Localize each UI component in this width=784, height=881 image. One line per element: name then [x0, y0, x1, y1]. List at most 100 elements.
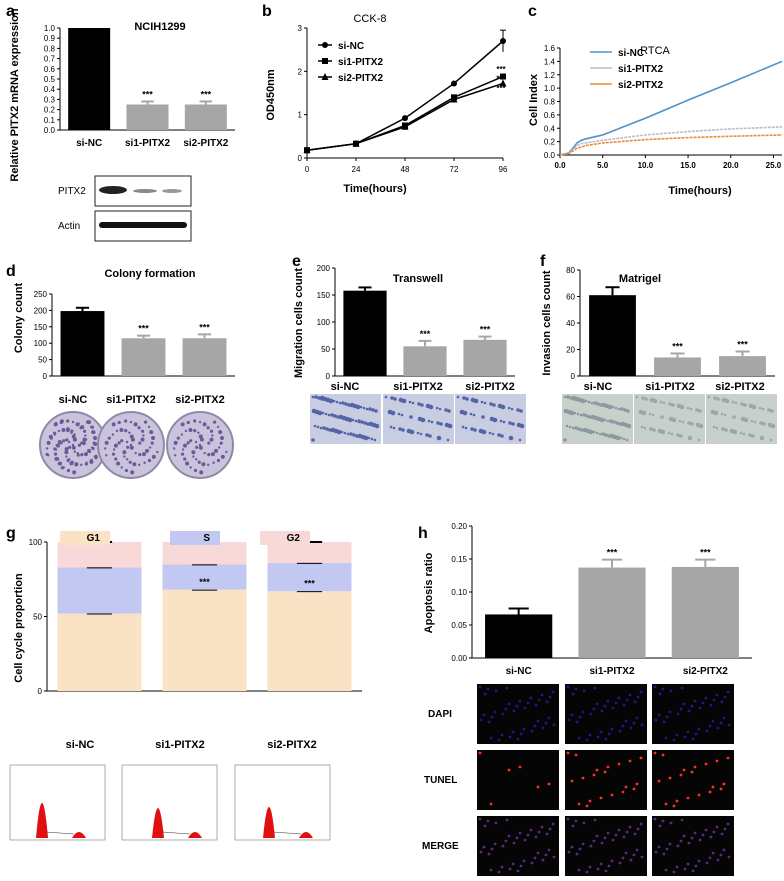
stacked-segment — [162, 564, 247, 590]
colony — [217, 446, 221, 449]
nucleus — [548, 827, 552, 831]
cell — [329, 398, 333, 402]
y-tick-label: 0.6 — [44, 65, 56, 74]
cell — [563, 395, 567, 399]
cell — [438, 407, 442, 411]
fluorescence-image — [477, 750, 559, 810]
nucleus — [711, 719, 715, 723]
bar — [68, 28, 111, 130]
nucleus — [547, 716, 551, 720]
nucleus — [628, 693, 632, 697]
colony — [94, 457, 98, 460]
nucleus — [604, 737, 608, 741]
legend-marker — [321, 73, 329, 80]
nucleus — [536, 719, 540, 723]
cell — [571, 395, 577, 401]
nucleus — [687, 709, 691, 713]
significance-label: *** — [672, 341, 683, 351]
cell — [352, 433, 356, 437]
legend-label: si-NC — [338, 41, 364, 52]
nucleus — [657, 845, 661, 849]
nucleus — [679, 707, 683, 711]
colony — [197, 460, 201, 464]
title-c: RTCA — [640, 45, 670, 57]
blot-band — [99, 222, 187, 228]
colony — [93, 442, 98, 447]
nucleus — [617, 696, 621, 700]
colony — [107, 436, 111, 440]
y-tick-label: 0.8 — [544, 98, 556, 107]
nucleus — [505, 686, 509, 690]
y-tick-label: 0.9 — [44, 34, 56, 43]
cell — [731, 400, 735, 404]
colony — [73, 450, 77, 453]
series-line — [306, 75, 504, 151]
nucleus — [697, 793, 701, 797]
colony — [198, 420, 202, 424]
colony — [218, 430, 223, 435]
colony — [114, 457, 118, 461]
x-tick-label: 0 — [305, 165, 310, 174]
nucleus — [639, 756, 643, 760]
nucleus — [581, 710, 585, 714]
cell — [740, 402, 744, 406]
y-tick-label: 0.20 — [451, 522, 467, 531]
bar — [654, 357, 701, 376]
cell — [444, 408, 448, 412]
nucleus — [668, 776, 672, 780]
colony — [151, 454, 156, 459]
nucleus — [661, 687, 665, 691]
cell — [470, 397, 476, 403]
nucleus — [596, 735, 600, 739]
cell — [338, 401, 342, 405]
nucleus — [508, 735, 512, 739]
colony — [216, 458, 221, 463]
cell — [676, 433, 680, 437]
nucleus — [500, 733, 504, 737]
cell — [563, 438, 567, 442]
cell — [330, 413, 334, 417]
nucleus — [661, 819, 665, 823]
colony — [193, 429, 197, 433]
colony — [126, 445, 130, 449]
nucleus — [512, 709, 516, 713]
nucleus — [574, 819, 578, 823]
legend-swatch — [170, 531, 220, 545]
nucleus — [683, 735, 687, 739]
nucleus — [723, 695, 727, 699]
cell — [349, 432, 353, 436]
colony — [212, 461, 215, 464]
cell — [767, 408, 771, 412]
nucleus — [526, 833, 530, 837]
nucleus — [575, 720, 579, 724]
x-tick-label: 5.0 — [597, 161, 609, 170]
cell — [464, 426, 468, 430]
cell — [585, 414, 589, 418]
colony — [140, 429, 145, 433]
colony — [189, 439, 193, 443]
nucleus — [600, 841, 604, 845]
cell — [577, 427, 581, 431]
nucleus — [595, 768, 599, 772]
colony — [189, 466, 192, 469]
cell — [697, 438, 701, 442]
blot-label-actin: Actin — [58, 221, 80, 232]
colony — [129, 443, 133, 447]
colony — [66, 427, 71, 432]
y-tick-label: 1.4 — [544, 57, 556, 66]
nucleus — [665, 847, 669, 851]
nucleus — [690, 704, 694, 708]
nucleus — [522, 859, 526, 863]
colony — [125, 458, 129, 461]
stacked-segment — [57, 613, 142, 691]
nucleus — [566, 751, 570, 755]
y-tick-label: 200 — [317, 264, 331, 273]
nucleus — [625, 698, 629, 702]
nucleus — [705, 729, 709, 733]
colony — [198, 434, 203, 439]
cell — [638, 409, 644, 415]
colony — [186, 441, 190, 445]
nucleus — [504, 839, 508, 843]
nucleus — [504, 707, 508, 711]
ylabel-h: Apoptosis ratio — [423, 552, 435, 633]
